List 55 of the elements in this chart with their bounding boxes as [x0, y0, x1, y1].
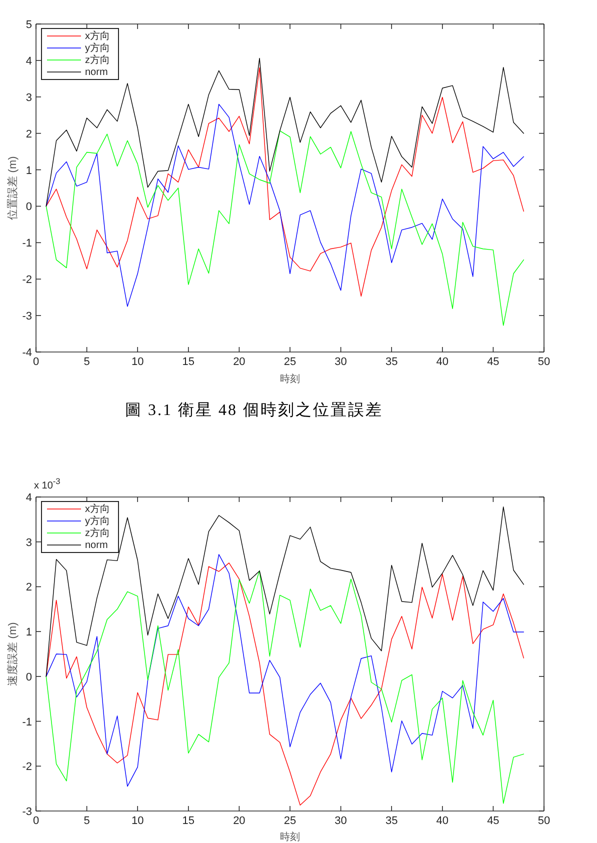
legend-label: x方向 — [85, 502, 110, 516]
y-tick-label: 0 — [26, 671, 32, 684]
x-axis-title: 時刻 — [280, 373, 300, 385]
x-tick-label: 40 — [436, 815, 449, 827]
x-tick-label: 45 — [487, 356, 500, 368]
x-tick-label: 35 — [385, 356, 398, 368]
x-tick-label: 40 — [436, 356, 449, 368]
y-axis-title: 位置誤差 (m) — [6, 156, 19, 220]
legend-label: norm — [85, 540, 108, 550]
y-tick-label: -1 — [22, 238, 32, 250]
x-tick-label: 15 — [182, 356, 195, 368]
x-tick-label: 20 — [233, 815, 246, 827]
x-tick-label: 15 — [182, 815, 195, 827]
y-tick-label: 4 — [26, 55, 32, 68]
x-tick-label: 25 — [284, 356, 296, 368]
y-tick-label: -3 — [22, 806, 32, 818]
x-tick-label: 30 — [334, 815, 347, 827]
x-tick-label: 35 — [385, 815, 398, 827]
y-tick-label: 4 — [26, 492, 32, 504]
caption: 圖 3.1 衛星 48 個時刻之位置誤差 — [125, 400, 383, 421]
x-tick-label: 45 — [487, 815, 500, 827]
y-tick-label: 1 — [26, 626, 32, 639]
y-tick-label: 2 — [26, 582, 32, 594]
legend-label: z方向 — [85, 54, 110, 67]
legend-label: z方向 — [85, 526, 110, 540]
y-tick-label: 3 — [26, 92, 32, 104]
y-tick-label: 1 — [26, 164, 32, 177]
y-tick-label: -2 — [22, 274, 32, 286]
y-tick-label: 0 — [26, 201, 32, 214]
x-tick-label: 10 — [131, 815, 144, 827]
y-tick-label: -3 — [22, 310, 32, 323]
x-tick-label: 5 — [84, 356, 90, 368]
legend-label: y方向 — [85, 514, 110, 528]
x-axis-title: 時刻 — [280, 831, 300, 843]
line-series — [46, 130, 524, 326]
y-tick-label: 2 — [26, 128, 32, 140]
line-series — [46, 104, 524, 307]
x-tick-label: 5 — [84, 815, 90, 827]
x-tick-label: 50 — [538, 356, 550, 368]
legend-label: x方向 — [85, 30, 110, 42]
y-axis-title: 速度誤差 (m) — [6, 622, 19, 686]
y-tick-label: -4 — [22, 347, 32, 359]
x-tick-label: 10 — [131, 356, 144, 368]
x-tick-label: 50 — [538, 815, 550, 827]
x-tick-label: 30 — [334, 356, 347, 368]
y-tick-label: -2 — [22, 761, 32, 774]
legend-label: norm — [85, 66, 108, 78]
y-tick-label: -1 — [22, 716, 32, 728]
legend-label: y方向 — [85, 42, 110, 54]
text: x 10$^{-3}$ — [34, 476, 60, 492]
x-tick-label: 20 — [233, 356, 246, 368]
line-series — [46, 67, 524, 297]
x-tick-label: 25 — [284, 815, 296, 827]
y-tick-label: 5 — [26, 19, 32, 31]
y-tick-label: 3 — [26, 536, 32, 549]
